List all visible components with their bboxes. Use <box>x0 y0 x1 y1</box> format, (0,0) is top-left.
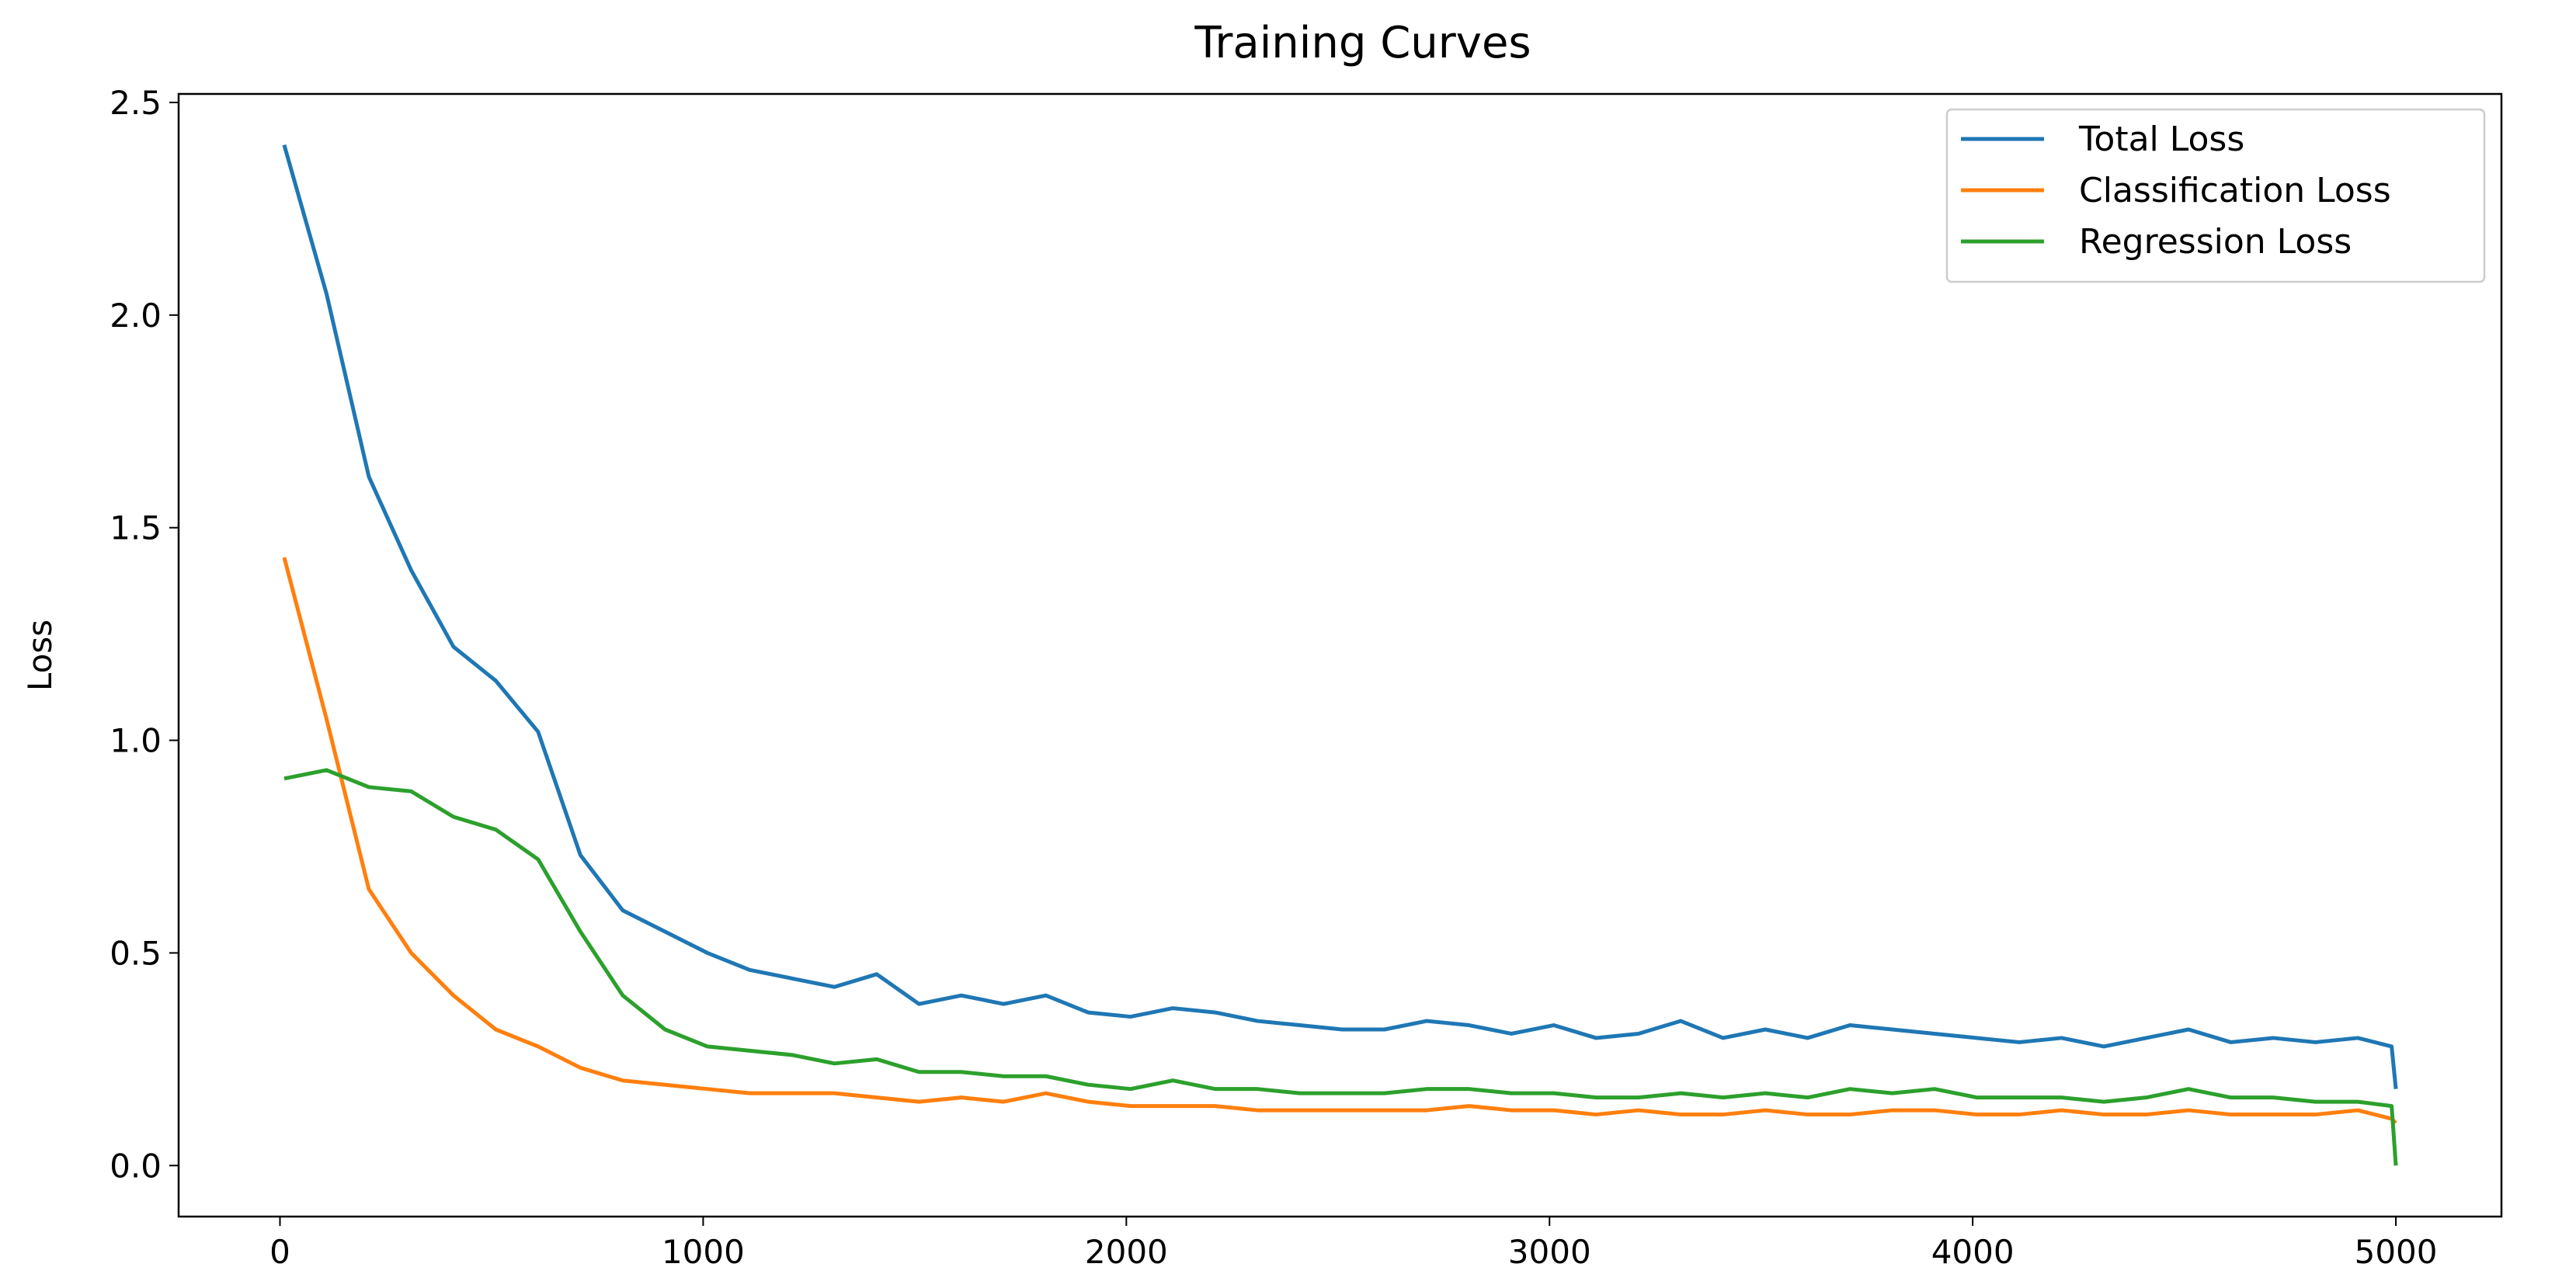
y-tick-label: 0.5 <box>110 934 162 972</box>
x-tick-label: 2000 <box>1085 1233 1168 1271</box>
x-tick-label: 4000 <box>1931 1233 2015 1271</box>
line-series <box>282 144 2398 1089</box>
x-tick-label: 3000 <box>1508 1233 1591 1271</box>
chart-title: Training Curves <box>1194 18 1531 68</box>
y-tick-label: 1.0 <box>110 722 162 760</box>
x-tick-label: 5000 <box>2355 1233 2438 1271</box>
legend-label: Regression Loss <box>2079 222 2352 262</box>
legend-frame <box>1945 108 2486 283</box>
y-tick-label: 1.5 <box>110 509 162 547</box>
legend: Total Loss Classification Loss Regression … <box>1945 108 2486 283</box>
y-tick-label: 2.0 <box>110 297 162 335</box>
legend-label: Classification Loss <box>2079 171 2391 210</box>
y-tick-label: 0.0 <box>110 1147 162 1185</box>
y-tick-label: 2.5 <box>110 84 162 122</box>
x-tick-label: 0 <box>269 1233 290 1271</box>
line-series <box>282 557 2397 1125</box>
x-tick-label: 1000 <box>662 1233 745 1271</box>
line-series <box>283 768 2398 1166</box>
plot-frame <box>177 92 2503 1218</box>
y-axis-label: Loss <box>21 620 59 691</box>
legend-label: Total Loss <box>2078 120 2244 159</box>
